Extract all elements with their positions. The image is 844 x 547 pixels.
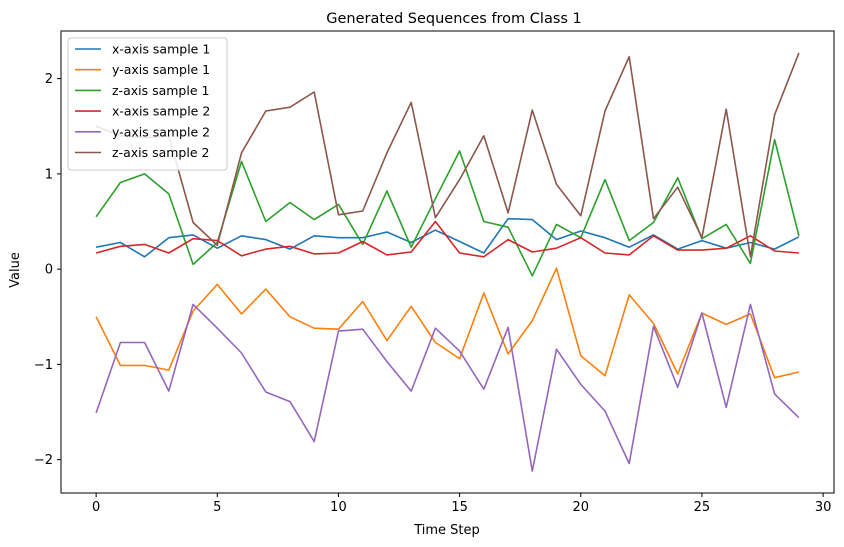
legend-entry: x-axis sample 2	[112, 104, 210, 119]
legend: x-axis sample 1 y-axis sample 1 z-axis sam…	[67, 37, 228, 171]
legend-entry: y-axis sample 1	[112, 62, 210, 77]
legend-entry: y-axis sample 2	[112, 124, 210, 139]
legend-entry: z-axis sample 1	[112, 83, 209, 98]
x-axis: 0 5 10 15 20 25 30	[92, 493, 831, 515]
chart-title: Generated Sequences from Class 1	[326, 11, 582, 27]
y-tick-label: 1	[45, 167, 53, 182]
y-axis-label: Value	[8, 252, 23, 288]
series-line-2	[95, 267, 800, 379]
y-tick-label: 2	[45, 72, 53, 87]
plot-area	[60, 30, 835, 494]
series-line-5	[95, 303, 800, 472]
x-tick-label: 30	[815, 500, 832, 515]
x-tick-label: 0	[92, 500, 100, 515]
y-tick-label: −1	[34, 358, 53, 373]
legend-entry: z-axis sample 2	[112, 145, 209, 160]
x-axis-label: Time Step	[413, 523, 480, 538]
legend-entry: x-axis sample 1	[112, 42, 210, 57]
series-line-4	[95, 220, 799, 258]
x-tick-label: 25	[694, 500, 711, 515]
x-tick-label: 15	[451, 500, 468, 515]
x-tick-label: 5	[213, 500, 221, 515]
x-tick-label: 10	[330, 500, 347, 515]
legend-box	[67, 37, 228, 171]
series-line-3	[95, 138, 800, 277]
plot-frame	[60, 30, 835, 494]
y-tick-label: −2	[34, 453, 53, 468]
series-line-6	[95, 52, 800, 258]
y-axis: −2 −1 0 1 2	[34, 72, 61, 468]
y-tick-label: 0	[45, 263, 53, 278]
x-tick-label: 20	[573, 500, 590, 515]
